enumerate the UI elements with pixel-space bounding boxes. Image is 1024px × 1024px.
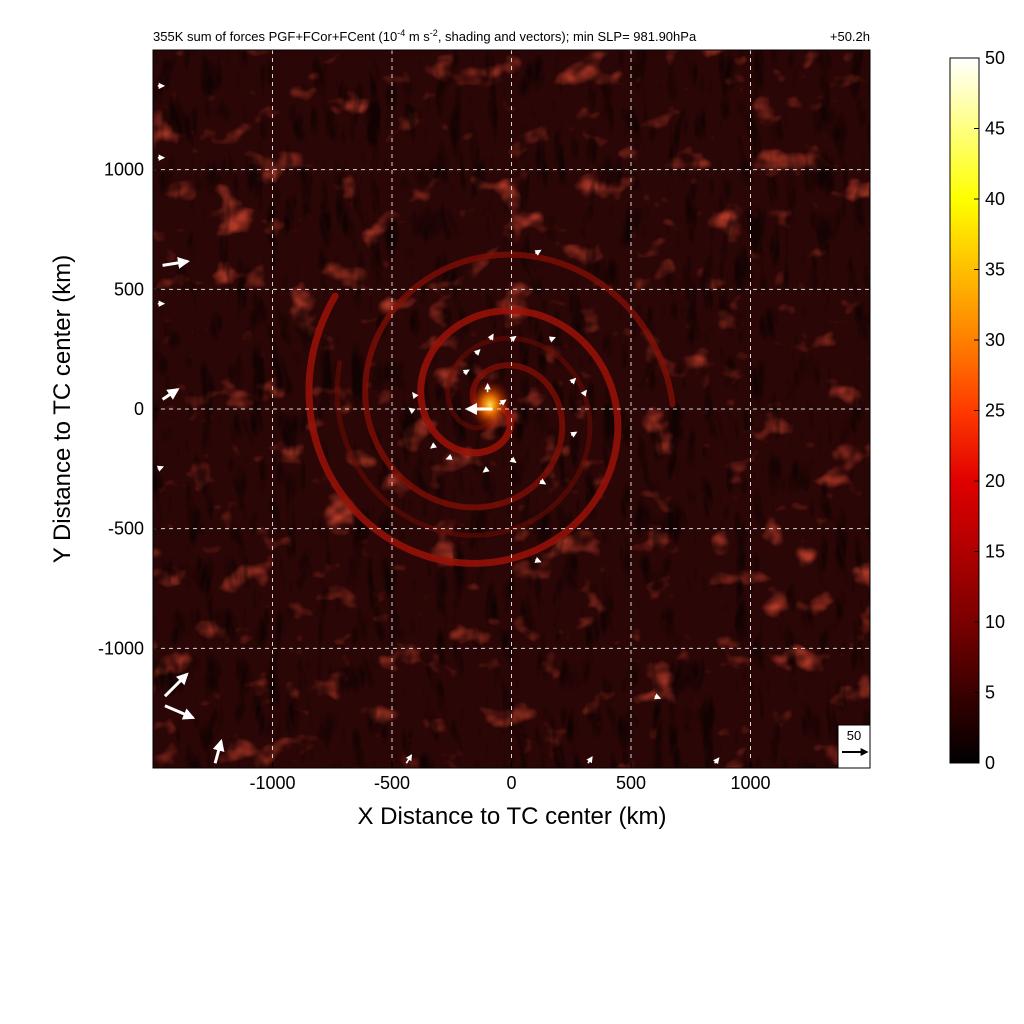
force-vector (539, 478, 547, 485)
colorbar-tick-label: 45 (985, 119, 1005, 139)
force-vector (570, 431, 578, 438)
force-vector (509, 456, 517, 464)
force-vector (586, 756, 593, 764)
x-tick-label: 1000 (730, 773, 770, 793)
force-vector (429, 442, 438, 449)
reference-vector-label: 50 (847, 728, 861, 743)
force-vector (509, 335, 517, 343)
colorbar-tick-label: 40 (985, 189, 1005, 209)
y-tick-label: 1000 (104, 160, 144, 180)
colorbar: 0 5 10 15 20 25 30 35 40 45 50 (949, 48, 1005, 773)
spiral-band-3 (334, 335, 593, 538)
force-vector (548, 336, 556, 343)
y-axis-label: Y Distance to TC center (km) (49, 255, 76, 564)
y-tick-label: 0 (134, 399, 144, 419)
x-tick-label: 0 (506, 773, 516, 793)
colorbar-tick-label: 15 (985, 542, 1005, 562)
spiral-band-1 (305, 292, 622, 567)
force-vector (482, 466, 490, 473)
x-tick-label: 500 (616, 773, 646, 793)
force-vectors (156, 82, 720, 765)
colorbar-tick-label: 25 (985, 401, 1005, 421)
force-vector (445, 453, 453, 460)
spiral-bands (305, 251, 676, 567)
plot-area (153, 50, 870, 768)
colorbar-tick-label: 20 (985, 471, 1005, 491)
colorbar-tick-label: 5 (985, 683, 995, 703)
reference-vector-box: 50 (837, 724, 871, 769)
force-vector (164, 704, 196, 720)
force-vector (653, 693, 662, 700)
force-vector (499, 399, 507, 406)
colorbar-tick-label: 30 (985, 330, 1005, 350)
force-vector (163, 672, 189, 698)
colorbar-ticks: 0 5 10 15 20 25 30 35 40 45 50 (974, 48, 1005, 773)
x-tick-label: -1000 (249, 773, 295, 793)
x-axis: -1000 -500 0 500 1000 (249, 762, 771, 793)
force-vector (405, 754, 413, 764)
colorbar-tick-label: 10 (985, 612, 1005, 632)
time-label: +50.2h (830, 29, 870, 44)
force-vector (487, 333, 494, 341)
spiral-band-2 (362, 251, 676, 511)
reference-vector-frame (837, 724, 871, 769)
colorbar-tick-label: 35 (985, 260, 1005, 280)
force-vector (712, 757, 720, 765)
colorbar-tick-label: 50 (985, 48, 1005, 68)
force-vector (161, 388, 180, 401)
force-vector (412, 392, 419, 400)
force-vector (408, 407, 416, 415)
force-vector (212, 738, 225, 764)
y-tick-label: 500 (114, 279, 144, 299)
force-vector (473, 349, 481, 356)
force-vector (162, 256, 190, 269)
force-vector (580, 389, 587, 397)
force-vector (462, 369, 470, 376)
y-tick-label: -500 (108, 519, 144, 539)
y-tick-label: -1000 (98, 638, 144, 658)
force-vector (569, 377, 577, 385)
chart-title: 355K sum of forces PGF+FCor+FCent (10-4 … (153, 28, 697, 44)
force-vector (534, 556, 542, 563)
colorbar-tick-label: 0 (985, 753, 995, 773)
force-vector (534, 249, 542, 256)
force-vector (156, 465, 164, 472)
y-axis: -1000 -500 0 500 1000 (98, 160, 159, 658)
x-axis-label: X Distance to TC center (km) (358, 803, 667, 830)
core-maximum (468, 379, 512, 431)
x-tick-label: -500 (374, 773, 410, 793)
